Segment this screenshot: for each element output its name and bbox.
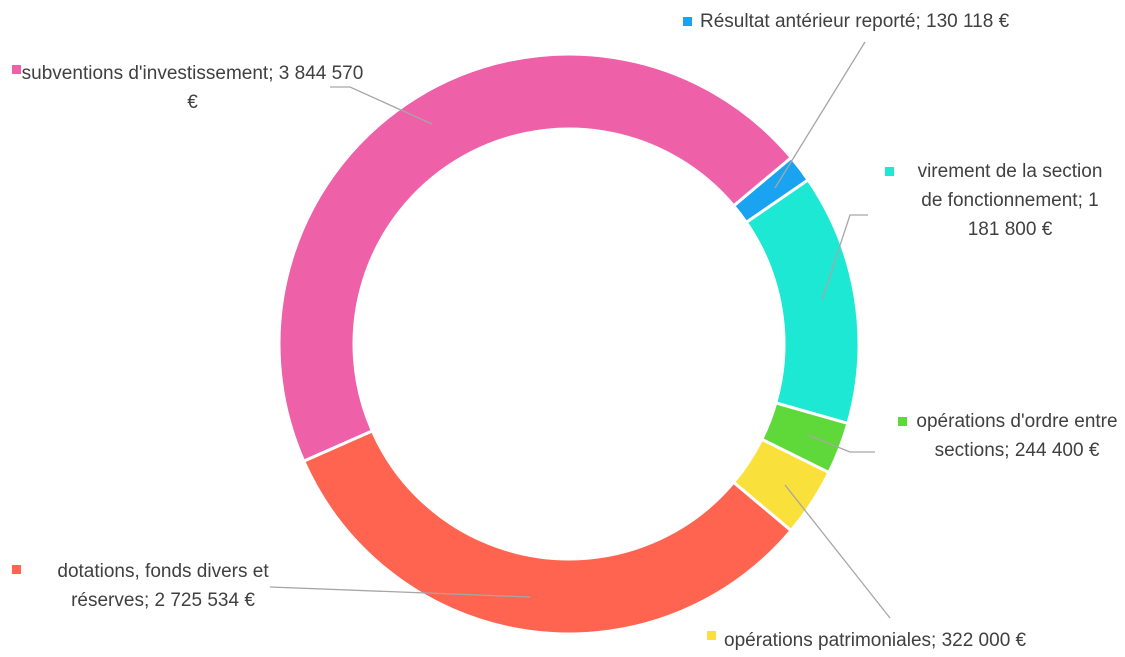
legend-marker (12, 565, 21, 574)
data-label: subventions d'investissement; 3 844 570 … (20, 59, 365, 117)
value-label: 130 118 € (926, 11, 1010, 32)
data-label: virement de la section de fonctionnement… (905, 157, 1115, 244)
legend-marker (885, 167, 894, 176)
leader-line (269, 586, 531, 598)
category-label: opérations d'ordre entre sections; (916, 411, 1118, 461)
value-label: 1 181 800 € (967, 190, 1099, 240)
value-label: 322 000 € (941, 630, 1027, 651)
legend-marker (12, 65, 21, 74)
value-label: 2 725 534 € (154, 590, 255, 611)
legend-marker (898, 417, 907, 426)
category-label: dotations, fonds divers et réserves; (57, 561, 269, 611)
leader-line (330, 86, 433, 125)
leader-line (821, 214, 868, 301)
category-label: opérations patrimoniales; (724, 630, 937, 651)
leader-line (807, 434, 875, 453)
value-label: 244 400 € (1014, 440, 1100, 461)
slice (301, 428, 794, 636)
leader-line (774, 41, 866, 189)
category-label: virement de la section de fonctionnement… (917, 161, 1103, 211)
leader-line (784, 484, 891, 619)
data-label: opérations patrimoniales; 322 000 € (724, 626, 1124, 655)
data-label: opérations d'ordre entre sections; 244 4… (912, 407, 1122, 465)
data-label: Résultat antérieur reporté; 130 118 € (700, 7, 1120, 36)
slice (277, 52, 794, 464)
legend-marker (683, 17, 692, 26)
slice (744, 177, 861, 426)
legend-marker (707, 631, 716, 640)
category-label: subventions d'investissement; (21, 63, 274, 84)
value-label: 3 844 570 € (187, 63, 364, 113)
category-label: Résultat antérieur reporté; (700, 11, 921, 32)
data-label: dotations, fonds divers et réserves; 2 7… (18, 557, 308, 615)
